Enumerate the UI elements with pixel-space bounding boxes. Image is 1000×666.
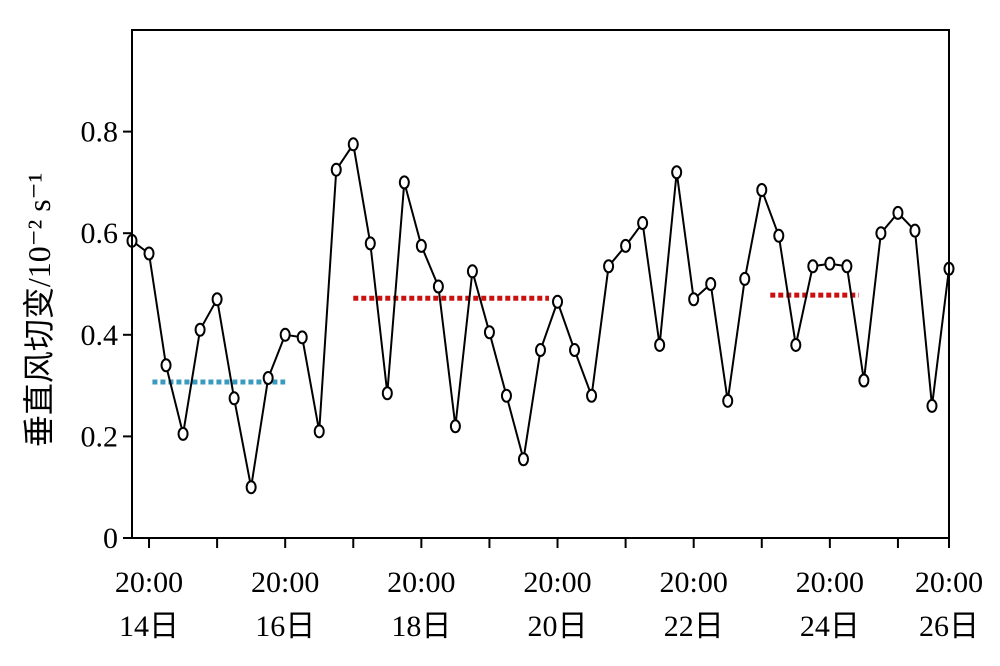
y-axis-label: 垂直风切变/10⁻² s⁻¹ bbox=[21, 173, 57, 447]
data-point bbox=[500, 388, 512, 403]
data-point bbox=[449, 419, 461, 434]
x-tick-time-label: 20:00 bbox=[796, 566, 864, 599]
x-tick-time-label: 20:00 bbox=[115, 566, 183, 599]
x-tick-time-label: 20:00 bbox=[660, 566, 728, 599]
x-tick-time-label: 20:00 bbox=[915, 566, 983, 599]
data-point bbox=[824, 256, 836, 271]
data-point bbox=[790, 337, 802, 352]
data-point bbox=[722, 393, 734, 408]
data-point bbox=[603, 259, 615, 274]
data-point bbox=[807, 259, 819, 274]
data-point bbox=[654, 337, 666, 352]
data-point bbox=[535, 343, 546, 358]
y-axis: 0 0.2 0.4 0.6 0.8 bbox=[81, 116, 132, 555]
data-point bbox=[313, 424, 325, 439]
data-point bbox=[517, 452, 529, 467]
data-point bbox=[841, 259, 853, 274]
series bbox=[126, 137, 955, 495]
x-tick-day-label: 16日 bbox=[255, 610, 315, 643]
data-point bbox=[483, 325, 495, 340]
data-point bbox=[620, 238, 632, 253]
data-point bbox=[160, 358, 172, 373]
data-point bbox=[143, 246, 155, 261]
data-point bbox=[773, 228, 785, 243]
y-tick-label: 0 bbox=[103, 522, 118, 555]
data-point bbox=[909, 223, 921, 238]
y-tick-label: 0.2 bbox=[81, 420, 119, 453]
data-point bbox=[892, 205, 904, 220]
data-point bbox=[262, 370, 274, 385]
data-point bbox=[569, 343, 581, 358]
data-point bbox=[671, 165, 683, 180]
x-tick-day-label: 24日 bbox=[800, 610, 860, 643]
data-point bbox=[415, 238, 427, 253]
x-tick-time-label: 20:00 bbox=[251, 566, 319, 599]
data-point bbox=[466, 264, 478, 279]
data-point bbox=[875, 226, 887, 241]
data-point bbox=[398, 175, 410, 190]
data-point bbox=[177, 426, 189, 441]
data-point bbox=[926, 398, 938, 413]
data-point bbox=[364, 236, 376, 251]
x-tick-day-label: 20日 bbox=[528, 610, 588, 643]
x-tick-day-label: 26日 bbox=[919, 610, 979, 643]
data-point bbox=[211, 292, 223, 307]
data-point bbox=[688, 292, 700, 307]
data-point bbox=[552, 294, 564, 309]
y-tick-label: 0.8 bbox=[81, 116, 119, 149]
x-tick-day-label: 18日 bbox=[391, 610, 451, 643]
data-point bbox=[586, 388, 598, 403]
data-point bbox=[347, 137, 359, 152]
data-point bbox=[739, 271, 751, 286]
data-point bbox=[432, 279, 444, 294]
data-point bbox=[194, 322, 206, 337]
x-tick-day-label: 22日 bbox=[664, 610, 724, 643]
x-tick-time-label: 20:00 bbox=[523, 566, 591, 599]
series-line bbox=[131, 141, 950, 488]
data-point bbox=[330, 162, 342, 177]
x-tick-time-label: 20:00 bbox=[387, 566, 455, 599]
plot-frame bbox=[131, 29, 950, 539]
data-point bbox=[705, 277, 717, 291]
x-tick-day-label: 14日 bbox=[119, 610, 179, 643]
mean-lines bbox=[152, 292, 859, 385]
data-point bbox=[756, 183, 768, 198]
data-point bbox=[858, 373, 870, 388]
y-tick-label: 0.6 bbox=[81, 217, 119, 250]
data-point bbox=[637, 216, 649, 231]
data-point bbox=[296, 330, 308, 345]
data-point bbox=[279, 327, 291, 342]
y-tick-label: 0.4 bbox=[81, 319, 119, 352]
data-point bbox=[228, 391, 240, 406]
x-axis: 20:00 14日 20:00 16日 20:00 18日 20:00 20日 20:00 22日… bbox=[115, 538, 983, 643]
data-point bbox=[381, 386, 393, 401]
data-point bbox=[245, 480, 257, 495]
